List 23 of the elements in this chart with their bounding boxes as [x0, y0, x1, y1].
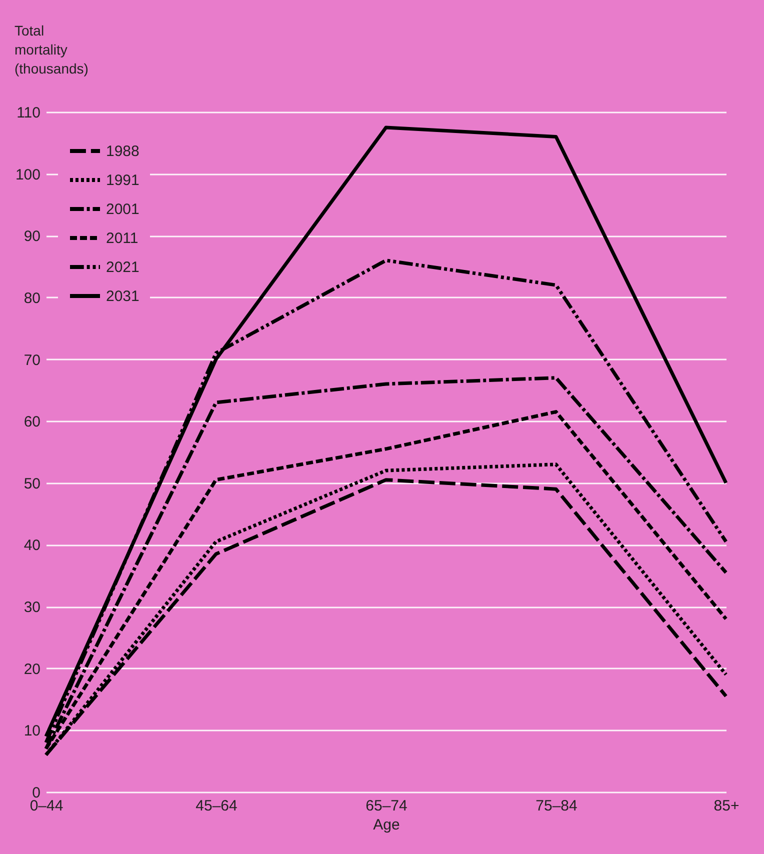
legend-label: 1988 — [106, 143, 140, 160]
y-tick-label: 50 — [24, 475, 40, 492]
y-tick-label: 60 — [24, 414, 40, 431]
x-tick-label: 45–64 — [196, 798, 238, 814]
y-tick-label: 110 — [16, 104, 40, 122]
y-tick-label: 10 — [24, 722, 40, 740]
x-tick-label: 85+ — [714, 798, 740, 814]
y-tick-label: 70 — [24, 352, 40, 369]
y-tick-label: 40 — [24, 537, 40, 554]
x-tick-label: 75–84 — [536, 798, 578, 814]
y-axis-title: Total mortality (thousands) — [14, 22, 88, 76]
legend-label: 1991 — [106, 172, 140, 189]
y-tick-label: 80 — [24, 290, 40, 307]
y-tick-label: 100 — [15, 166, 40, 184]
x-tick-label: 65–74 — [366, 798, 408, 814]
legend-label: 2011 — [106, 230, 138, 247]
y-tick-label: 90 — [24, 228, 40, 246]
y-tick-label: 30 — [24, 599, 40, 616]
legend-label: 2021 — [106, 259, 140, 276]
y-tick-label: 20 — [24, 660, 40, 678]
x-axis-title: Age — [373, 816, 400, 834]
legend-label: 2031 — [106, 288, 140, 305]
legend-label: 2001 — [106, 201, 140, 218]
